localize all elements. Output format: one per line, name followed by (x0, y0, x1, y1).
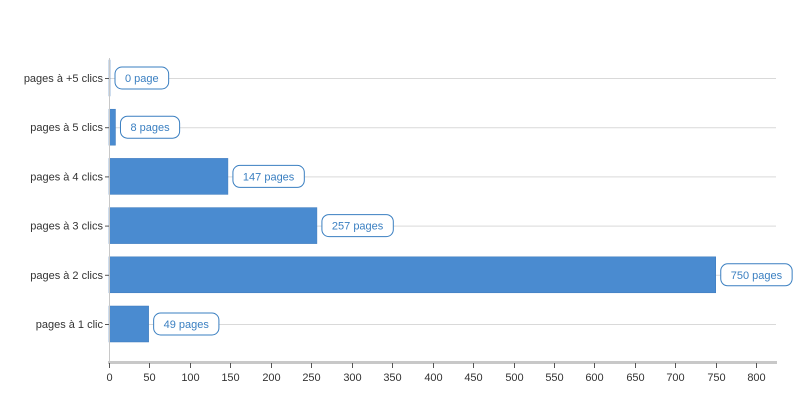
bars (108, 59, 716, 343)
data-label-box (153, 312, 220, 336)
x-tick-label: 150 (221, 372, 239, 384)
x-tick-label: 100 (181, 372, 199, 384)
x-axis-line (108, 361, 777, 364)
x-tick-label: 600 (585, 372, 603, 384)
data-label: 8 pages (119, 115, 181, 139)
data-label-box (720, 263, 793, 287)
x-tick-label: 650 (626, 372, 644, 384)
data-label: 147 pages (232, 164, 305, 188)
data-labels: 0 page 8 pages 147 pages 257 pages 750 pages… (114, 66, 793, 336)
data-label-text: 8 pages (130, 122, 170, 134)
data-label-box (119, 115, 181, 139)
data-label: 49 pages (153, 312, 220, 336)
bar (108, 207, 318, 244)
data-label-text: 49 pages (164, 319, 210, 331)
category-labels: pages à +5 clics pages à 5 clics pages à 4… (24, 73, 104, 331)
x-tick-label: 200 (262, 372, 280, 384)
category-label: pages à 4 clics (30, 171, 103, 183)
category-label: pages à 5 clics (30, 122, 103, 134)
data-label-text: 147 pages (243, 171, 295, 183)
data-label-box (232, 164, 305, 188)
data-label-box (114, 66, 170, 90)
x-tick-label: 550 (545, 372, 563, 384)
x-tick-label: 700 (666, 372, 684, 384)
x-tick-label: 750 (707, 372, 725, 384)
x-tick-label: 800 (747, 372, 765, 384)
category-label: pages à 2 clics (30, 270, 103, 282)
x-tick-label: 250 (302, 372, 320, 384)
category-label: pages à +5 clics (24, 73, 104, 85)
x-tick-label: 350 (383, 372, 401, 384)
data-label: 0 page (114, 66, 170, 90)
data-label: 257 pages (321, 214, 394, 238)
data-label: 750 pages (720, 263, 793, 287)
x-axis: 0 50 100 150 200 250 300 350 400 450 500 550 600 650 7… (105, 58, 777, 384)
bar (108, 158, 229, 195)
x-tick-label: 500 (505, 372, 523, 384)
x-tick-label: 450 (464, 372, 482, 384)
category-label: pages à 3 clics (30, 221, 103, 233)
data-label-text: 0 page (125, 73, 159, 85)
bar (108, 305, 149, 343)
x-tick-label: 400 (424, 372, 442, 384)
data-label-text: 257 pages (332, 221, 384, 233)
data-label-box (321, 214, 394, 238)
x-tick-label: 300 (343, 372, 361, 384)
x-tick-label: 50 (143, 372, 155, 384)
data-label-text: 750 pages (731, 270, 783, 282)
bar (108, 256, 716, 294)
x-tick-label: 0 (106, 372, 112, 384)
category-label: pages à 1 clic (36, 319, 104, 331)
